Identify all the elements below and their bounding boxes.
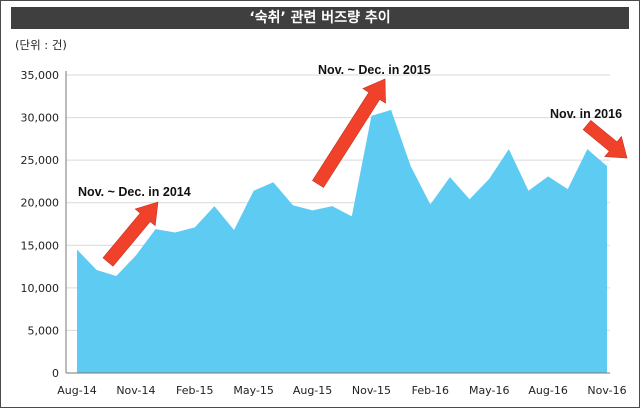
annotation-Nov-16: Nov. in 2016 bbox=[550, 107, 622, 121]
axes bbox=[65, 71, 610, 374]
arrow-2016 bbox=[582, 119, 628, 159]
x-tick-label: Aug-14 bbox=[57, 384, 96, 397]
unit-label: (단위 : 건) bbox=[15, 38, 67, 52]
y-tick-label: 0 bbox=[52, 367, 59, 380]
chart-title: ‘숙취’ 관련 버즈량 추이 bbox=[11, 7, 629, 29]
x-tick-label: May-15 bbox=[233, 384, 274, 397]
x-tick-label: Feb-16 bbox=[412, 384, 449, 397]
annotation-Nov-14: Nov. ~ Dec. in 2014 bbox=[78, 185, 191, 199]
y-tick-label: 15,000 bbox=[21, 239, 60, 252]
x-tick-label: Nov-16 bbox=[587, 384, 626, 397]
x-tick-label: May-16 bbox=[469, 384, 510, 397]
y-tick-label: 30,000 bbox=[21, 112, 60, 125]
x-tick-label: Nov-14 bbox=[116, 384, 155, 397]
annotations: Nov. ~ Dec. in 2014 Nov. ~ Dec. in 2015 No… bbox=[78, 63, 622, 199]
arrow-2014 bbox=[102, 201, 159, 267]
area-series bbox=[77, 109, 607, 373]
y-tick-labels: 0 5,000 10,000 15,000 20,000 25,000 30,000 35,0… bbox=[21, 69, 60, 380]
annotation-arrows bbox=[102, 78, 628, 267]
y-tick-label: 25,000 bbox=[21, 154, 60, 167]
x-tick-label: Aug-15 bbox=[293, 384, 332, 397]
x-tick-labels: Aug-14 Nov-14 Feb-15 May-15 Aug-15 Nov-15 Feb-… bbox=[57, 384, 626, 397]
area-fill bbox=[77, 109, 607, 373]
arrow-2015 bbox=[312, 78, 386, 188]
annotation-Nov-15: Nov. ~ Dec. in 2015 bbox=[318, 63, 431, 77]
x-tick-label: Aug-16 bbox=[528, 384, 567, 397]
y-tick-label: 10,000 bbox=[21, 282, 60, 295]
y-tick-label: 20,000 bbox=[21, 197, 60, 210]
x-tick-label: Feb-15 bbox=[176, 384, 213, 397]
y-tick-label: 5,000 bbox=[28, 324, 60, 337]
y-tick-label: 35,000 bbox=[21, 69, 60, 82]
x-tick-label: Nov-15 bbox=[352, 384, 391, 397]
